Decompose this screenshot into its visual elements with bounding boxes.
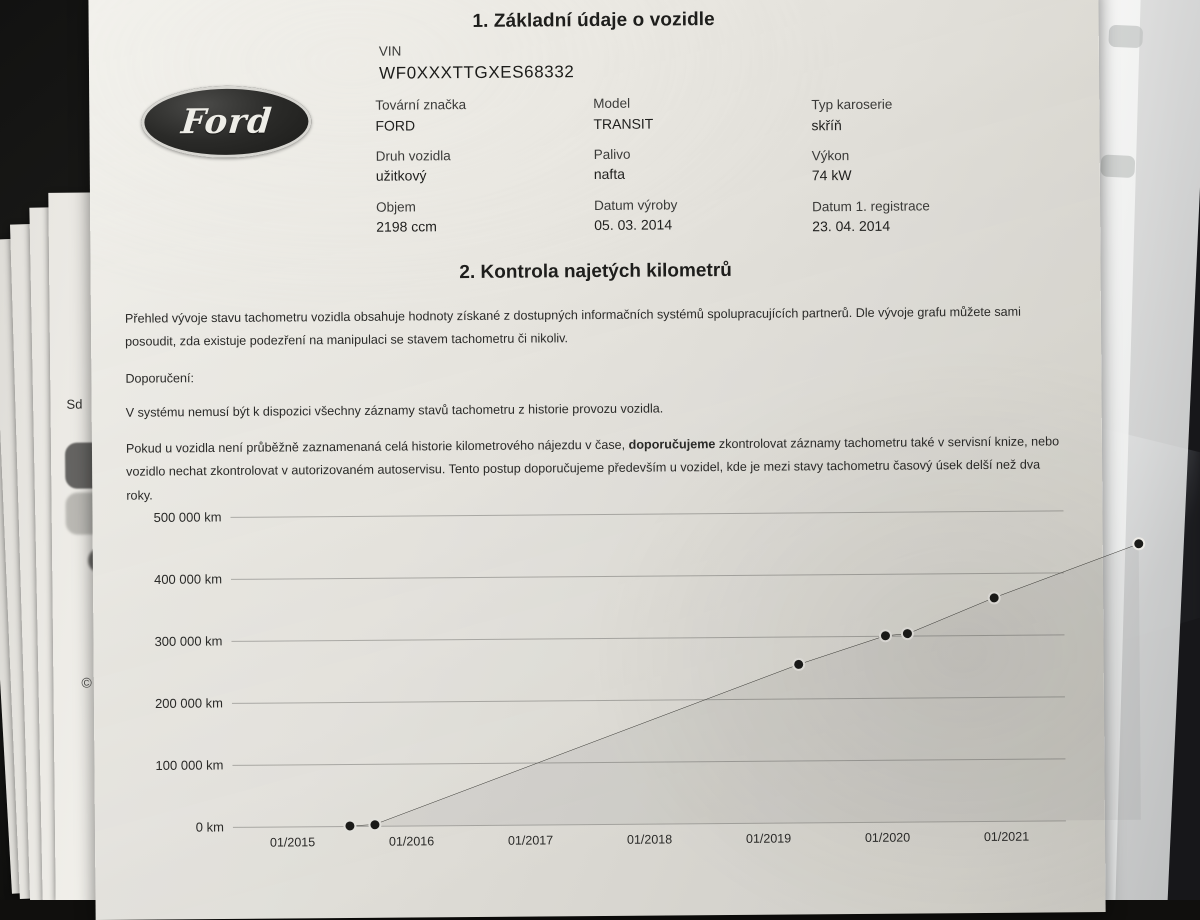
field-value: nafta bbox=[593, 166, 626, 183]
vehicle-history-document: 1. Základní údaje o vozidle VIN WF0XXXTT… bbox=[88, 0, 1146, 920]
field-manufacture-date: Datum výroby 05. 03. 2014 bbox=[594, 194, 812, 236]
field-label: Model bbox=[593, 95, 631, 112]
field-engine-volume: Objem 2198 ccm bbox=[376, 196, 594, 238]
vin-block: VIN WF0XXXTTGXES68332 bbox=[379, 40, 575, 83]
recommendation-note-2: Pokud u vozidla není průběžně zaznamenan… bbox=[126, 430, 1069, 507]
field-label: Datum 1. registrace bbox=[812, 198, 930, 215]
field-value: TRANSIT bbox=[593, 115, 654, 132]
section-1-heading: 1. Základní údaje o vozidle bbox=[472, 9, 715, 32]
chart-x-axis-label: 01/2016 bbox=[388, 834, 435, 849]
note-2-text-part-1: Pokud u vozidla není průběžně zaznamenan… bbox=[125, 437, 629, 456]
field-value: užitkový bbox=[375, 167, 427, 185]
field-value: 2198 ccm bbox=[376, 218, 437, 236]
chart-x-axis-label: 01/2018 bbox=[626, 832, 673, 847]
field-power: Výkon 74 kW bbox=[812, 144, 1066, 186]
field-model: Model TRANSIT bbox=[593, 92, 811, 134]
field-value: 05. 03. 2014 bbox=[594, 216, 673, 234]
chart-data-point[interactable] bbox=[1132, 537, 1146, 551]
field-label: Datum výroby bbox=[594, 197, 678, 213]
field-first-registration: Datum 1. registrace 23. 04. 2014 bbox=[812, 195, 1066, 237]
field-value: skříň bbox=[811, 116, 842, 133]
field-label: Typ karoserie bbox=[811, 96, 893, 113]
note-2-emphasis: doporučujeme bbox=[628, 437, 716, 452]
ford-logo-wordmark: Ford bbox=[179, 101, 274, 143]
chart-x-axis-label: 01/2019 bbox=[745, 831, 792, 846]
chart-data-point[interactable] bbox=[792, 657, 806, 671]
mileage-intro-paragraph: Přehled vývoje stavu tachometru vozidla … bbox=[124, 304, 1021, 349]
chart-y-axis-label: 500 000 km bbox=[153, 509, 222, 525]
chart-plot-area: 500 000 km 400 000 km 300 000 km 200 000 km… bbox=[154, 509, 1146, 850]
field-label: Druh vozidla bbox=[375, 147, 451, 164]
vin-label: VIN bbox=[378, 43, 402, 59]
chart-y-axis-label: 200 000 km bbox=[154, 695, 224, 711]
chart-data-point[interactable] bbox=[878, 629, 892, 643]
chart-data-point[interactable] bbox=[367, 817, 382, 832]
field-label: Palivo bbox=[593, 146, 631, 162]
field-vehicle-kind: Druh vozidla užitkový bbox=[376, 145, 594, 187]
partial-text-fragment: Sd bbox=[66, 396, 83, 412]
chart-y-axis-label: 400 000 km bbox=[153, 571, 223, 587]
vehicle-fields-column-2: Model TRANSIT Palivo nafta Datum výroby … bbox=[593, 92, 812, 238]
chart-y-axis-label: 300 000 km bbox=[154, 633, 223, 649]
mileage-history-chart: 500 000 km 400 000 km 300 000 km 200 000 km… bbox=[126, 502, 1146, 871]
vehicle-fields-column-3: Typ karoserie skříň Výkon 74 kW Datum 1.… bbox=[811, 90, 1066, 237]
chart-y-axis-label: 100 000 km bbox=[155, 757, 224, 773]
copyright-glyph: © bbox=[81, 674, 92, 691]
field-body-type: Typ karoserie skříň bbox=[811, 93, 1065, 135]
vin-value: WF0XXXTTGXES68332 bbox=[378, 61, 575, 83]
chart-data-point[interactable] bbox=[901, 627, 915, 641]
recommendation-label: Doporučení: bbox=[125, 371, 195, 386]
mileage-line-series bbox=[231, 510, 1141, 827]
vehicle-fields-column-1: Tovární značka FORD Druh vozidla užitkov… bbox=[375, 94, 594, 240]
field-value: FORD bbox=[375, 116, 416, 134]
field-fuel: Palivo nafta bbox=[594, 143, 812, 185]
chart-y-axis-label: 0 km bbox=[195, 819, 224, 835]
chart-data-point[interactable] bbox=[343, 819, 357, 833]
chart-data-point[interactable] bbox=[987, 591, 1001, 605]
vehicle-fields-grid: Tovární značka FORD Druh vozidla užitkov… bbox=[375, 90, 1066, 240]
field-value: 23. 04. 2014 bbox=[812, 217, 891, 235]
chart-x-axis-label: 01/2020 bbox=[864, 830, 911, 845]
field-label: Výkon bbox=[811, 147, 850, 164]
field-brand: Tovární značka FORD bbox=[375, 94, 593, 136]
ford-logo-icon: Ford bbox=[141, 85, 312, 159]
chart-x-axis-label: 01/2021 bbox=[983, 829, 1030, 844]
field-value: 74 kW bbox=[811, 167, 852, 184]
section-2-heading: 2. Kontrola najetých kilometrů bbox=[459, 259, 732, 284]
chart-x-axis-label: 01/2015 bbox=[269, 835, 316, 850]
chart-area-fill bbox=[350, 543, 1141, 826]
field-label: Objem bbox=[376, 199, 416, 215]
field-label: Tovární značka bbox=[375, 97, 467, 113]
recommendation-note-1: V systému nemusí být k dispozici všechny… bbox=[125, 401, 664, 420]
chart-x-axis-label: 01/2017 bbox=[507, 833, 554, 848]
